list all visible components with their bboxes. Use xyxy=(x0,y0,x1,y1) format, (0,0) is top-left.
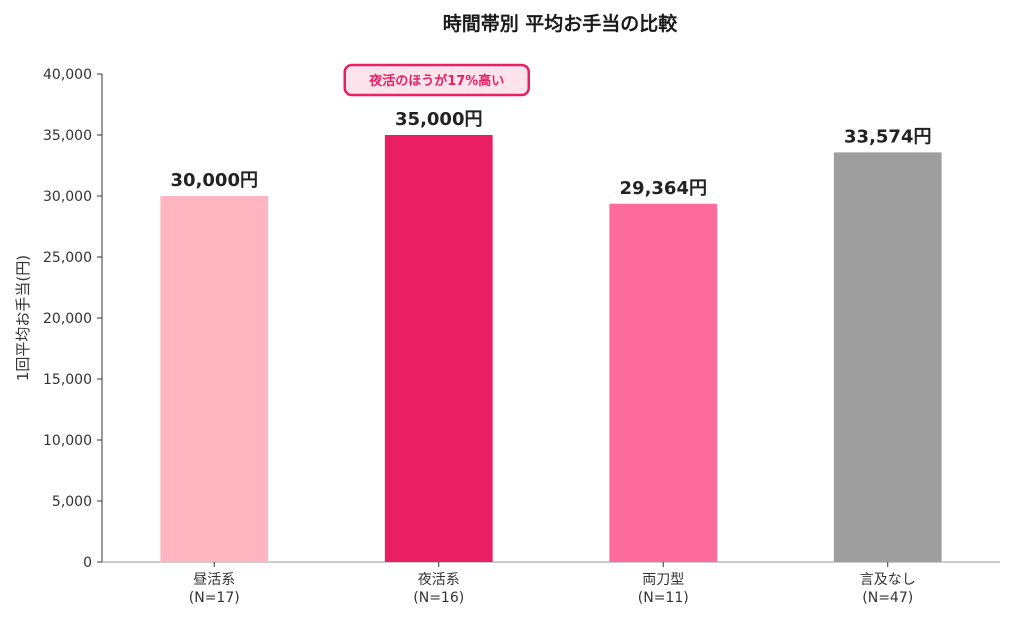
x-axis: 昼活系 (N=17) 夜活系 (N=16) 両刀型 (N=11) 言及なし (N=47) xyxy=(102,561,1000,606)
y-tick-label: 15,000 xyxy=(43,372,92,388)
bar-value-label: 33,574円 xyxy=(844,126,931,147)
y-tick-label: 5,000 xyxy=(52,494,92,510)
x-tick-label: 昼活系 xyxy=(193,572,235,588)
y-tick-label: 0 xyxy=(83,555,92,571)
x-tick-count-label: (N=16) xyxy=(413,590,464,606)
x-tick-label: 言及なし xyxy=(860,572,916,588)
bar xyxy=(833,152,942,562)
x-tick-count-label: (N=11) xyxy=(638,590,689,606)
x-tick-label: 両刀型 xyxy=(642,572,684,588)
bar-value-label: 35,000円 xyxy=(395,109,482,130)
bars xyxy=(160,135,942,562)
annotation-text: 夜活のほうが17%高い xyxy=(368,73,504,89)
x-tick-count-label: (N=17) xyxy=(189,590,240,606)
y-tick-label: 20,000 xyxy=(43,311,92,327)
y-tick-label: 40,000 xyxy=(43,67,92,83)
x-tick-count-label: (N=47) xyxy=(862,590,913,606)
bar xyxy=(160,196,269,562)
bar-value-label: 29,364円 xyxy=(620,178,707,199)
y-axis: 0 5,000 10,000 15,000 20,000 25,000 30,000 35,0… xyxy=(43,67,103,571)
x-tick-label: 夜活系 xyxy=(418,572,460,588)
y-tick-label: 30,000 xyxy=(43,189,92,205)
y-tick-label: 35,000 xyxy=(43,128,92,144)
y-axis-title: 1回平均お手当(円) xyxy=(14,255,32,381)
value-labels: 30,000円 35,000円 29,364円 33,574円 xyxy=(171,109,932,199)
y-tick-label: 10,000 xyxy=(43,433,92,449)
bar-value-label: 30,000円 xyxy=(171,170,258,191)
bar xyxy=(609,203,718,562)
annotation: 夜活のほうが17%高い xyxy=(343,63,530,97)
bar xyxy=(384,135,493,562)
y-tick-label: 25,000 xyxy=(43,250,92,266)
chart-title: 時間帯別 平均お手当の比較 xyxy=(443,12,679,35)
annotation-box xyxy=(343,63,530,97)
